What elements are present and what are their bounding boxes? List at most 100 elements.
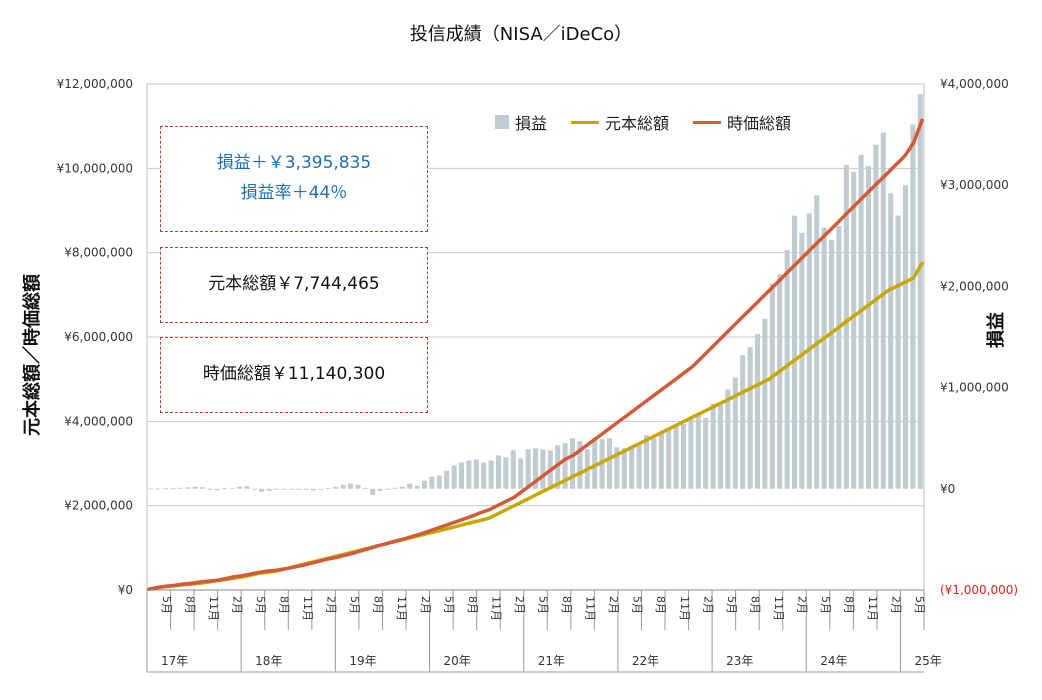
pnl-bar (658, 432, 664, 489)
month-tick-label: 5月 (442, 596, 455, 614)
x-axis: 5月 8月 11月 2月 5月 8月 11月 2月 5月 8月 11月 2月 5月 8月 11月 2月 5月 8月… (146, 589, 942, 673)
pnl-bar (673, 426, 679, 489)
pnl-bar (902, 185, 909, 489)
pnl-bar (643, 435, 650, 489)
pnl-bar (754, 333, 761, 489)
legend-label-principal: 元本総額 (605, 114, 670, 133)
month-tick-label: 11月 (772, 596, 785, 621)
year-label: 20年 (444, 654, 471, 668)
month-tick-label: 2月 (325, 596, 338, 614)
right-axis-ticks: (¥1,000,000) ¥0 ¥1,000,000 ¥2,000,000 ¥3,000… (940, 77, 1018, 597)
pnl-bar (865, 165, 872, 489)
month-tick-label: 5月 (631, 596, 644, 614)
principal-summary-box: 元本総額￥7,744,465 (160, 247, 428, 323)
pnl-bar (880, 132, 886, 489)
month-tick-label: 2月 (701, 596, 714, 614)
month-tick-label: 11月 (301, 596, 314, 621)
year-label: 17年 (161, 654, 188, 668)
market-summary-box: 時価総額￥11,140,300 (160, 337, 428, 413)
pnl-bar (199, 487, 206, 489)
pnl-bar (310, 488, 317, 491)
left-tick-label: ¥0 (118, 583, 133, 597)
pnl-bar (695, 412, 701, 489)
pnl-bar (355, 484, 361, 489)
pnl-bar (740, 355, 746, 489)
right-tick-label: ¥1,000,000 (940, 381, 1009, 395)
pnl-bar (621, 448, 627, 489)
pnl-bar (703, 417, 709, 489)
series-lines (147, 118, 924, 591)
month-tick-label: 5月 (819, 596, 832, 614)
pnl-bar (636, 445, 642, 489)
pnl-bar (510, 450, 516, 489)
month-tick-label: 8月 (278, 596, 291, 614)
pnl-bar (458, 462, 465, 489)
year-label: 24年 (820, 654, 847, 668)
pnl-bar (362, 487, 368, 489)
pnl-bar (518, 458, 524, 489)
pnl-bar (273, 488, 280, 490)
pnl-bar (429, 476, 435, 489)
pnl-bar (873, 144, 879, 489)
month-tick-label: 2月 (796, 596, 809, 614)
legend-label-market: 時価総額 (727, 114, 792, 133)
pnl-bar (259, 488, 265, 492)
right-tick-label: ¥0 (940, 482, 955, 496)
pnl-bar (384, 488, 391, 490)
month-tick-label: 2月 (419, 596, 432, 614)
pnl-bar (799, 232, 805, 489)
pnl-bar (503, 457, 509, 489)
pnl-bar (821, 227, 827, 489)
pnl-bar (651, 438, 657, 489)
pnl-bar (725, 389, 731, 489)
year-label: 21年 (538, 654, 565, 668)
pnl-bar (414, 485, 420, 489)
pnl-bar (377, 488, 383, 491)
pnl-bar (444, 470, 450, 489)
left-tick-label: ¥2,000,000 (64, 499, 133, 513)
pnl-bar (895, 215, 901, 489)
right-tick-label: (¥1,000,000) (940, 583, 1018, 597)
month-tick-label: 8月 (654, 596, 667, 614)
pnl-bar (910, 124, 916, 489)
month-tick-label: 8月 (183, 596, 196, 614)
legend: 損益 元本総額 時価総額 (495, 110, 791, 134)
pnl-bar (266, 488, 272, 491)
pnl-summary-box: 損益＋￥3,395,835 損益率＋44％ (160, 126, 428, 232)
pnl-bar (488, 460, 494, 489)
legend-swatch-pnl (495, 115, 509, 129)
pnl-bar (318, 488, 324, 490)
legend-label-pnl: 損益 (515, 114, 548, 133)
left-axis-label: 元本総額／時価総額 (21, 274, 43, 436)
chart-title: 投信成績（NISA／iDeCo） (410, 24, 632, 45)
year-label: 22年 (632, 654, 659, 668)
pnl-bar (170, 488, 176, 490)
year-label: 19年 (349, 654, 376, 668)
month-tick-label: 11月 (584, 596, 597, 621)
pnl-bar (222, 488, 228, 490)
pnl-bar (333, 486, 339, 489)
pnl-bar (614, 447, 620, 489)
month-tick-label: 8月 (560, 596, 573, 614)
pnl-bar (236, 486, 243, 489)
pnl-bar (296, 488, 302, 490)
pnl-bar (495, 455, 502, 489)
pnl-bar (688, 417, 694, 489)
pnl-bar (710, 403, 716, 489)
pnl-bar (858, 154, 864, 489)
month-tick-label: 2月 (890, 596, 903, 614)
month-tick-label: 5月 (348, 596, 361, 614)
right-tick-label: ¥3,000,000 (940, 178, 1009, 192)
month-tick-label: 8月 (466, 596, 479, 614)
left-tick-label: ¥10,000,000 (57, 161, 133, 175)
pnl-bar (532, 448, 539, 489)
pnl-bar (177, 487, 183, 489)
pnl-summary-text: 損益＋￥3,395,835 (216, 153, 372, 174)
pnl-bar (466, 460, 472, 489)
pnl-bar (303, 488, 309, 490)
pnl-bar (421, 480, 428, 489)
pnl-bar (540, 449, 546, 489)
month-tick-label: 11月 (489, 596, 502, 621)
pnl-bar (569, 438, 576, 489)
